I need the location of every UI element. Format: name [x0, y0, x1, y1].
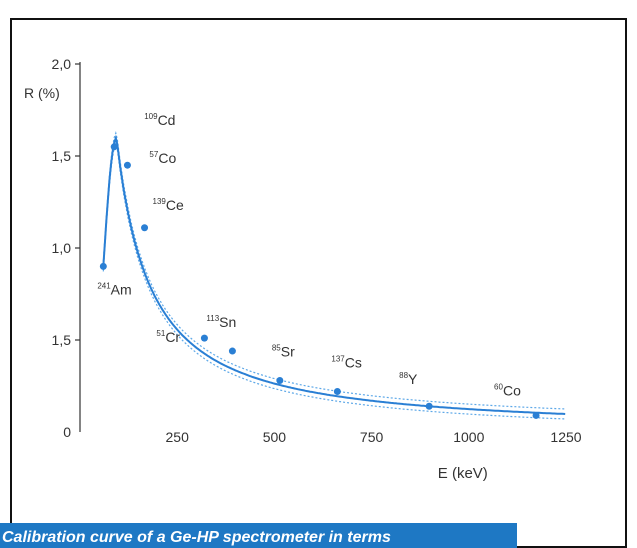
- y-tick-label: 1,5: [52, 148, 72, 164]
- data-point: [141, 224, 149, 232]
- figure-caption: Calibration curve of a Ge-HP spectromete…: [0, 523, 517, 548]
- isotope-symbol: Sr: [281, 343, 295, 359]
- isotope-symbol: Cs: [345, 355, 362, 371]
- fit-curve: [102, 134, 566, 415]
- data-point: [110, 143, 118, 151]
- x-axis-title: E (keV): [438, 465, 488, 482]
- axes: 0 1,5 1,0 1,5 2,0 R (%) 250 500 750 1000 1250 E (ke…: [24, 56, 582, 482]
- isotope-label: 241Am: [97, 281, 131, 297]
- isotope-mass-number: 85: [272, 343, 281, 352]
- x-tick-label: 250: [166, 429, 190, 445]
- calibration-chart: 0 1,5 1,0 1,5 2,0 R (%) 250 500 750 1000 1250 E (ke…: [24, 56, 582, 482]
- data-point: [276, 376, 284, 384]
- data-point: [200, 334, 208, 342]
- isotope-mass-number: 139: [153, 197, 167, 206]
- isotope-mass-number: 60: [494, 382, 503, 391]
- lower-confidence-line: [102, 141, 566, 420]
- y-tick-label: 2,0: [52, 56, 72, 72]
- curve-layer: [102, 134, 566, 415]
- data-point: [99, 262, 107, 270]
- points-layer: [99, 143, 540, 419]
- isotope-mass-number: 51: [156, 329, 165, 338]
- x-tick-label: 1000: [453, 429, 484, 445]
- isotope-symbol: Co: [158, 150, 176, 166]
- y-tick-label: 1,5: [52, 332, 72, 348]
- isotope-mass-number: 113: [206, 314, 219, 323]
- isotope-mass-number: 88: [399, 371, 408, 380]
- isotope-symbol: Co: [503, 382, 521, 398]
- isotope-label: 109Cd: [144, 112, 175, 128]
- isotope-symbol: Cr: [165, 329, 180, 345]
- isotope-mass-number: 57: [149, 150, 158, 159]
- data-point: [333, 388, 341, 396]
- isotope-label: 60Co: [494, 382, 521, 398]
- isotope-mass-number: 109: [144, 112, 158, 121]
- isotope-symbol: Cd: [158, 112, 176, 128]
- data-point: [425, 402, 433, 410]
- y-tick-label: 0: [63, 424, 71, 440]
- isotope-label: 113Sn: [206, 314, 236, 330]
- isotope-symbol: Y: [408, 371, 418, 387]
- chart-frame: 0 1,5 1,0 1,5 2,0 R (%) 250 500 750 1000 1250 E (ke…: [10, 18, 627, 548]
- isotope-label: 137Cs: [331, 355, 361, 371]
- isotope-mass-number: 137: [331, 355, 345, 364]
- data-point: [228, 347, 236, 355]
- y-axis-title: R (%): [24, 85, 60, 101]
- isotope-label: 57Co: [149, 150, 176, 166]
- x-tick-label: 750: [360, 429, 384, 445]
- upper-confidence-line: [102, 131, 566, 410]
- x-tick-label: 1250: [550, 429, 581, 445]
- isotope-mass-number: 241: [97, 281, 111, 290]
- uncertainty-band: [102, 131, 566, 420]
- isotope-symbol: Sn: [219, 314, 236, 330]
- y-tick-label: 1,0: [52, 240, 72, 256]
- isotope-label: 88Y: [399, 371, 418, 387]
- x-tick-label: 500: [263, 429, 287, 445]
- isotope-label: 51Cr: [156, 329, 180, 345]
- isotope-label: 139Ce: [153, 197, 184, 213]
- isotope-symbol: Ce: [166, 197, 184, 213]
- data-point: [532, 411, 540, 419]
- data-point: [123, 161, 131, 169]
- isotope-label: 85Sr: [272, 343, 295, 359]
- isotope-symbol: Am: [111, 281, 132, 297]
